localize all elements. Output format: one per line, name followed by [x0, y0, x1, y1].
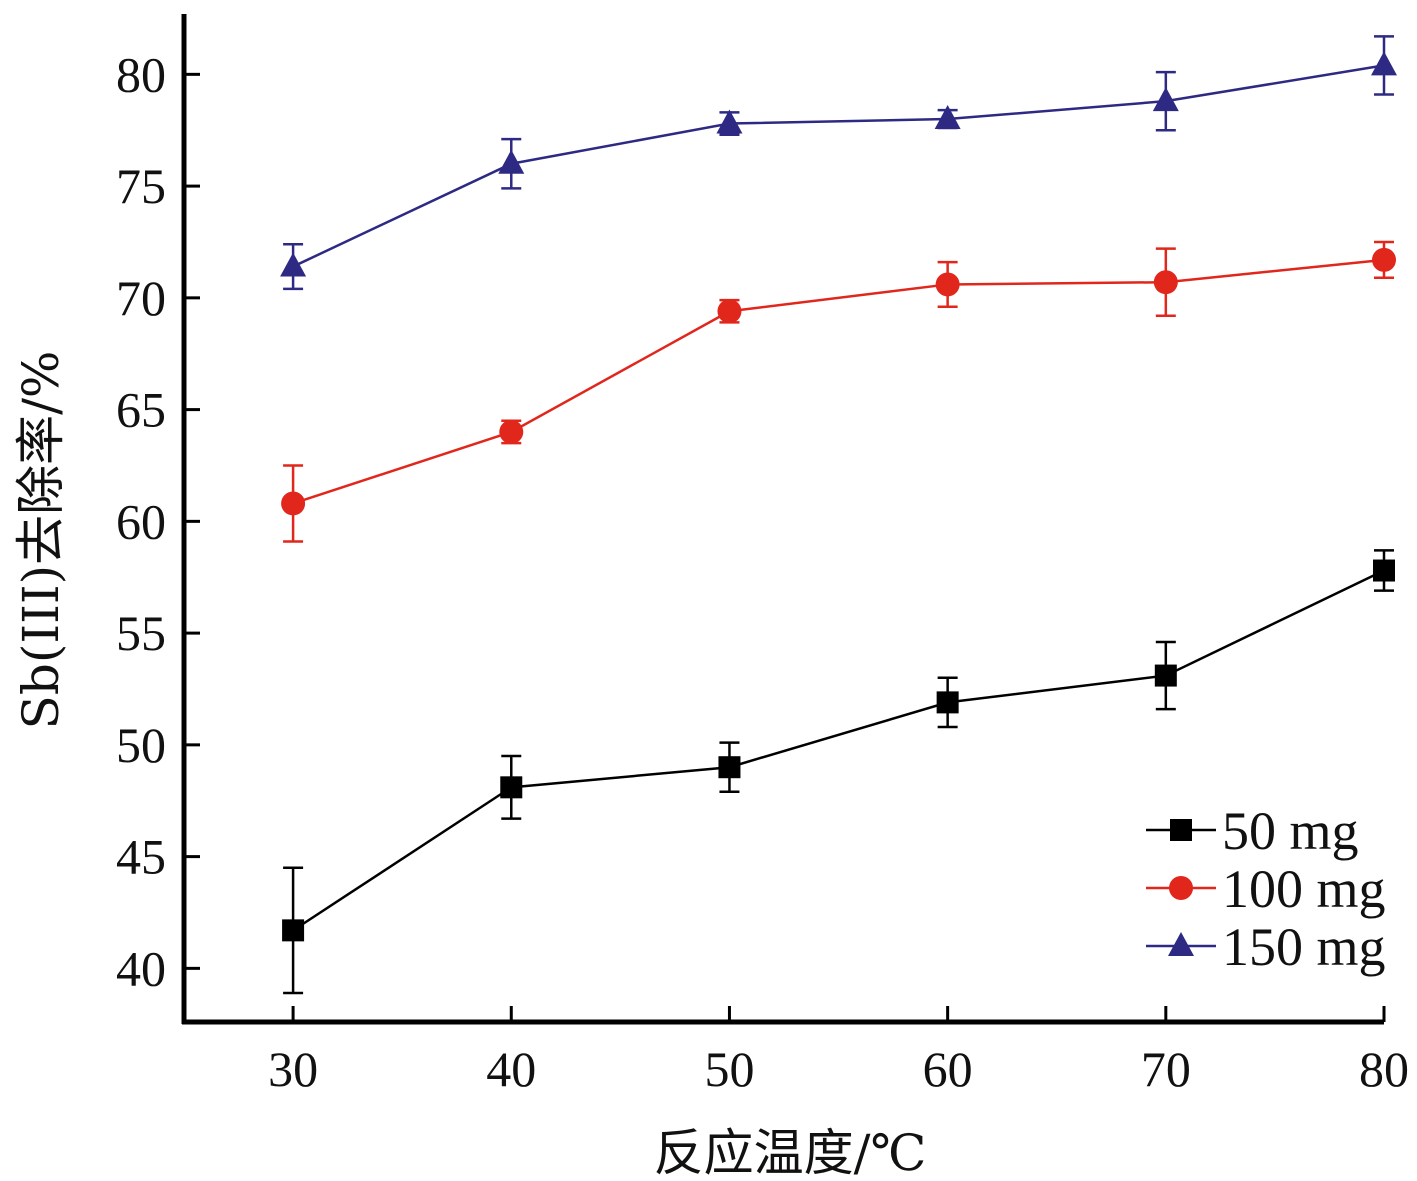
x-tick-label: 30: [268, 1041, 318, 1097]
data-point: [281, 491, 306, 516]
series-1: [281, 240, 1396, 543]
y-tick-label: 75: [116, 158, 166, 214]
y-tick-label: 65: [116, 382, 166, 438]
series-line: [292, 64, 1385, 268]
y-tick-label: 50: [116, 717, 166, 773]
y-tick-label: 40: [116, 940, 166, 996]
legend-label: 100 mg: [1222, 859, 1386, 919]
legend-marker: [1168, 932, 1194, 956]
data-point: [500, 776, 523, 799]
legend-item-0: 50 mg: [1146, 801, 1359, 861]
legend-marker: [1169, 876, 1193, 900]
data-point: [717, 299, 742, 324]
series-2: [280, 35, 1397, 291]
y-tick-label: 45: [116, 829, 166, 885]
x-tick-label: 70: [1141, 1041, 1191, 1097]
series-line: [292, 258, 1385, 505]
data-point: [1154, 664, 1177, 687]
data-point: [1373, 559, 1395, 582]
series-0: [282, 549, 1395, 995]
data-point: [499, 419, 524, 444]
x-tick-label: 60: [923, 1041, 973, 1097]
data-point: [280, 252, 307, 277]
data-point: [716, 109, 743, 134]
data-point: [282, 919, 305, 942]
y-tick-label: 80: [116, 46, 166, 102]
data-point: [934, 105, 961, 130]
legend-label: 150 mg: [1222, 917, 1386, 977]
ticks: 40 45 50 55 60 65 70 75 80 30 40 50 60 70 80: [116, 46, 1409, 1097]
legend-marker: [1170, 819, 1192, 841]
legend-item-1: 100 mg: [1146, 859, 1386, 919]
data-point: [1152, 87, 1179, 112]
data-point: [936, 691, 959, 714]
axes: [181, 14, 1384, 1025]
legend-item-2: 150 mg: [1146, 917, 1386, 977]
data-point: [498, 149, 525, 174]
x-tick-label: 40: [486, 1041, 536, 1097]
series-line: [292, 569, 1385, 932]
series: [280, 35, 1397, 995]
legend-label: 50 mg: [1222, 801, 1359, 861]
data-point: [1372, 247, 1396, 272]
y-tick-label: 55: [116, 605, 166, 661]
x-tick-label: 80: [1359, 1041, 1409, 1097]
data-point: [1153, 270, 1178, 295]
x-tick-label: 50: [704, 1041, 754, 1097]
data-point: [718, 756, 741, 779]
y-axis-title: Sb(III)去除率/%: [12, 351, 70, 730]
x-axis-title: 反应温度/℃: [654, 1124, 927, 1181]
y-tick-label: 60: [116, 493, 166, 549]
data-point: [1371, 51, 1397, 76]
y-tick-label: 70: [116, 270, 166, 326]
data-point: [935, 272, 960, 297]
